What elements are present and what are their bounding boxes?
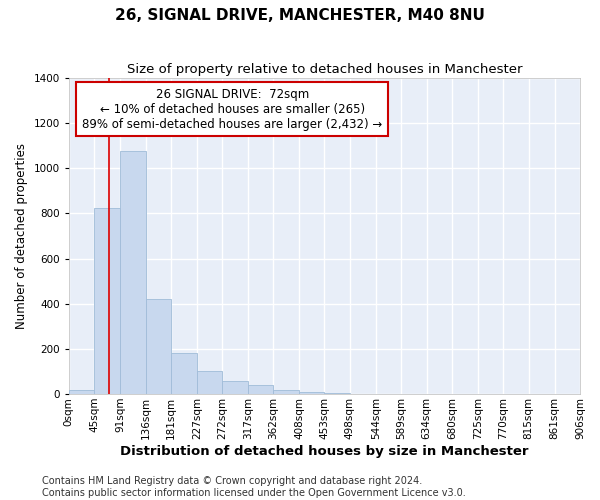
Bar xyxy=(171,354,197,394)
Title: Size of property relative to detached houses in Manchester: Size of property relative to detached ho… xyxy=(127,62,522,76)
Bar xyxy=(146,299,171,394)
Bar xyxy=(299,392,325,394)
Bar xyxy=(273,390,299,394)
Text: Contains HM Land Registry data © Crown copyright and database right 2024.
Contai: Contains HM Land Registry data © Crown c… xyxy=(42,476,466,498)
Bar xyxy=(248,386,273,394)
Bar xyxy=(197,372,222,394)
Text: 26, SIGNAL DRIVE, MANCHESTER, M40 8NU: 26, SIGNAL DRIVE, MANCHESTER, M40 8NU xyxy=(115,8,485,22)
Bar xyxy=(94,208,120,394)
Y-axis label: Number of detached properties: Number of detached properties xyxy=(15,143,28,329)
Text: 26 SIGNAL DRIVE:  72sqm
← 10% of detached houses are smaller (265)
89% of semi-d: 26 SIGNAL DRIVE: 72sqm ← 10% of detached… xyxy=(82,88,383,130)
Bar xyxy=(120,152,146,394)
Bar xyxy=(69,390,94,394)
Bar xyxy=(222,381,248,394)
X-axis label: Distribution of detached houses by size in Manchester: Distribution of detached houses by size … xyxy=(120,444,529,458)
